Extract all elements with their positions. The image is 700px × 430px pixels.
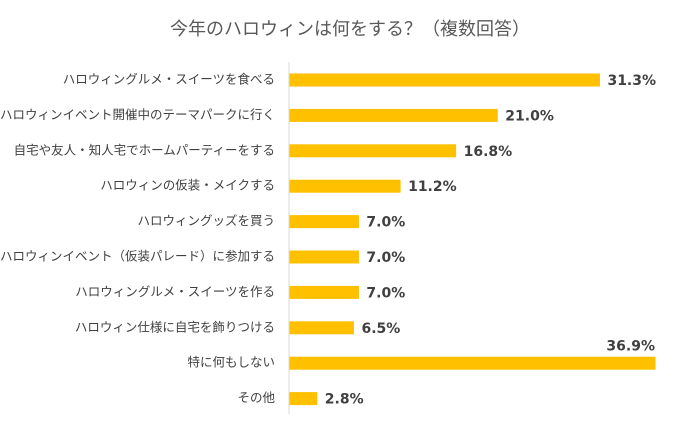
category-label: ハロウィングルメ・スイーツを食べる	[63, 72, 275, 87]
bar	[289, 73, 600, 87]
value-label: 7.0%	[366, 250, 405, 266]
bar	[289, 215, 359, 229]
value-label: 7.0%	[366, 215, 405, 231]
bar	[289, 108, 498, 122]
category-label: ハロウィングルメ・スイーツを作る	[75, 284, 275, 299]
bar	[289, 285, 359, 299]
chart-title: 今年のハロウィンは何をする？（複数回答）	[170, 19, 530, 40]
bar	[289, 321, 354, 335]
value-label: 36.9%	[606, 339, 655, 355]
value-label: 21.0%	[505, 108, 554, 124]
bar	[289, 356, 656, 370]
value-label: 11.2%	[408, 179, 457, 195]
category-label: 特に何もしない	[187, 355, 275, 370]
bar	[289, 392, 318, 406]
bar	[289, 250, 359, 264]
value-label: 6.5%	[361, 321, 400, 337]
category-label: ハロウィンイベント（仮装パレード）に参加する	[0, 249, 275, 264]
bar	[289, 144, 457, 158]
category-label: ハロウィン仕様に自宅を飾りつける	[75, 319, 275, 334]
category-label: ハロウィンイベント開催中のテーマパークに行く	[0, 107, 275, 122]
category-label: ハロウィンの仮装・メイクする	[100, 178, 275, 193]
category-label: その他	[237, 390, 275, 405]
bar	[289, 179, 401, 193]
value-label: 2.8%	[325, 392, 364, 408]
category-label: ハロウィングッズを買う	[137, 213, 275, 228]
value-label: 16.8%	[464, 144, 513, 160]
value-label: 31.3%	[607, 73, 656, 89]
value-label: 7.0%	[366, 285, 405, 301]
category-label: 自宅や友人・知人宅でホームパーティーをする	[14, 142, 275, 157]
